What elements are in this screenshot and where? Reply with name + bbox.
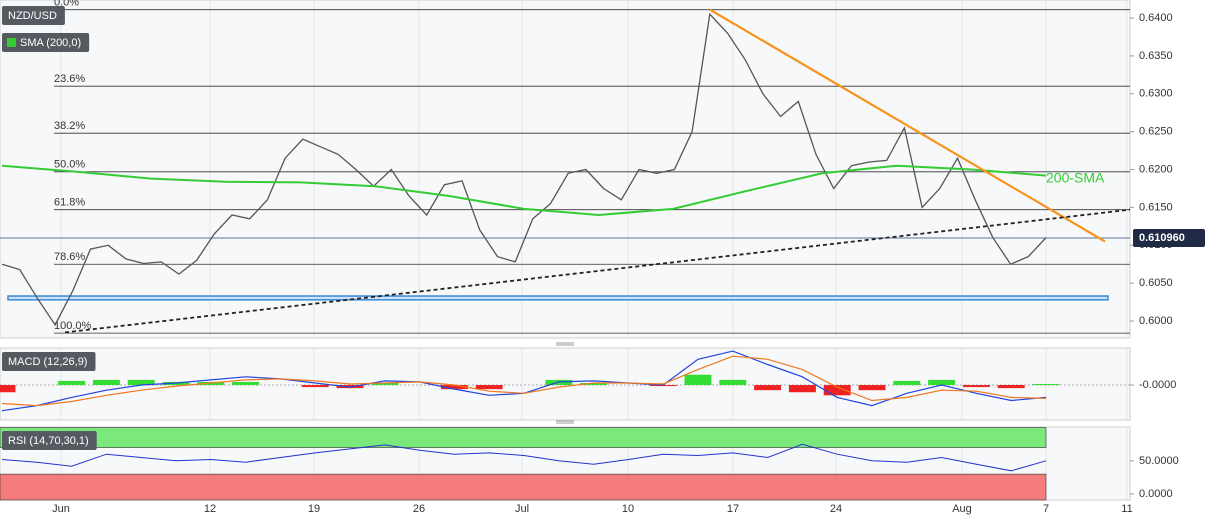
legend-box (2, 33, 90, 52)
x-tick-label: 19 (308, 503, 320, 515)
histogram-bar (997, 385, 1025, 389)
histogram-bar (580, 382, 608, 386)
macd-line (1, 355, 1047, 407)
histogram-bar (962, 385, 990, 388)
legend-box (2, 431, 97, 450)
histogram-bar (893, 380, 921, 386)
x-tick-label: 10 (622, 503, 634, 515)
fib-label: 0.0% (54, 0, 79, 9)
x-tick-label: 7 (1043, 503, 1049, 515)
histogram-bar (754, 385, 782, 391)
y-tick-label: 0.6150 (1139, 201, 1173, 213)
histogram-bar (928, 379, 956, 386)
last-price-label: 0.610960 (1139, 232, 1185, 244)
histogram-bar (92, 379, 120, 386)
fib-label: 78.6% (54, 251, 85, 263)
y-tick-label: -0.0000 (1139, 379, 1176, 391)
rsi-band (0, 473, 1047, 501)
x-tick-label: 24 (830, 503, 842, 515)
sma-line (1, 164, 1047, 217)
legend-box (2, 352, 96, 371)
y-tick-label: 0.6350 (1139, 50, 1173, 62)
histogram-bar (58, 380, 86, 386)
legend-box (2, 6, 65, 25)
x-tick-label: Aug (952, 503, 972, 515)
fib-label: 61.8% (54, 197, 85, 209)
histogram-bar (684, 374, 712, 386)
x-tick-label: 26 (413, 503, 425, 515)
trendline (709, 8, 1106, 243)
histogram-bar (788, 385, 816, 393)
histogram-bar (301, 385, 329, 388)
x-tick-label: Jul (515, 503, 529, 515)
price-line (1, 12, 1047, 327)
histogram-bar (719, 379, 747, 386)
last-price-tag (1133, 229, 1205, 248)
x-tick-label: Jun (52, 503, 70, 515)
histogram-bar (475, 385, 503, 390)
histogram-bar (371, 382, 399, 386)
histogram-bar (1032, 384, 1060, 386)
fib-label: 100.0% (54, 320, 92, 332)
panel (0, 0, 1131, 339)
fib-label: 23.6% (54, 73, 85, 85)
y-tick-label: 0.0000 (1139, 488, 1173, 500)
legend-label: RSI (14,70,30,1) (8, 435, 89, 447)
legend-label: MACD (12,26,9) (8, 356, 87, 368)
legend-label: NZD/USD (8, 10, 57, 22)
sma-annotation: 200-SMA (1046, 169, 1105, 185)
histogram-bar (858, 385, 886, 391)
x-tick-label: 11 (1121, 503, 1132, 515)
y-tick-label: 0.6250 (1139, 126, 1173, 138)
histogram-bar (440, 385, 468, 390)
y-tick-label: 0.6050 (1139, 277, 1173, 289)
y-tick-label: 0.6400 (1139, 12, 1173, 24)
legend-swatch (7, 38, 16, 47)
fib-label: 50.0% (54, 159, 85, 171)
histogram-bar (0, 385, 16, 393)
x-tick-label: 17 (727, 503, 739, 515)
support-zone (7, 295, 1109, 301)
y-tick-label: 0.6300 (1139, 88, 1173, 100)
rsi-line (1, 443, 1047, 472)
y-tick-label: 0.6000 (1139, 315, 1173, 327)
legend-label: SMA (200,0) (20, 37, 81, 49)
fib-label: 38.2% (54, 120, 85, 132)
histogram-bar (127, 379, 155, 386)
histogram-bar (823, 385, 851, 396)
histogram-bar (232, 381, 260, 386)
y-tick-label: 50.0000 (1139, 455, 1179, 467)
rsi-band (0, 427, 1047, 448)
y-tick-label: 0.6200 (1139, 163, 1173, 175)
trendline (64, 208, 1131, 334)
x-tick-label: 12 (204, 503, 216, 515)
